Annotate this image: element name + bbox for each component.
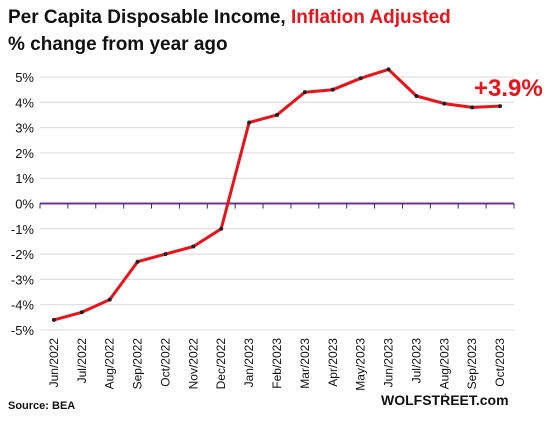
y-tick-label: 1% — [15, 171, 34, 186]
x-tick-label: · Aug/2023 — [437, 338, 451, 396]
x-tick-label: Apr/2023 — [326, 338, 340, 387]
y-tick-label: 3% — [15, 121, 34, 136]
data-point — [219, 226, 224, 231]
data-point — [275, 112, 279, 117]
y-tick-label: -3% — [11, 272, 35, 287]
data-point — [135, 259, 140, 264]
x-tick-label: Oct/2022 — [158, 338, 172, 387]
y-tick-label: 2% — [15, 146, 34, 161]
data-point — [498, 104, 503, 109]
x-tick-label: Jan/2023 — [242, 338, 256, 388]
data-point — [191, 244, 196, 249]
y-tick-label: -5% — [11, 323, 35, 338]
x-tick-label: Jul/2023 — [409, 338, 423, 384]
x-tick-label: May/2023 — [354, 338, 368, 391]
x-tick-label: Jun/2022 — [47, 338, 61, 388]
latest-value-callout: +3.9% — [474, 75, 543, 102]
data-point — [51, 317, 56, 322]
data-point — [79, 310, 84, 315]
x-tick-label: Aug/2022 — [103, 338, 117, 390]
title-part-red: Inflation Adjusted — [290, 7, 451, 28]
title-line-2: % change from year ago — [8, 34, 228, 55]
data-point — [386, 67, 391, 72]
data-point — [414, 93, 419, 98]
y-tick-label: 4% — [15, 95, 34, 110]
title-line-1: Per Capita Disposable Income, Inflation … — [8, 4, 451, 31]
title-part-black: Per Capita Disposable Income, — [8, 7, 291, 28]
data-point — [247, 120, 252, 125]
x-tick-label: Mar/2023 — [298, 338, 312, 389]
source-label: Source: BEA — [8, 400, 76, 412]
data-point — [107, 297, 112, 302]
data-point — [302, 90, 307, 95]
brand-label: WOLFSTREET.com — [381, 392, 509, 408]
data-point — [358, 76, 363, 81]
y-tick-label: -1% — [11, 222, 35, 237]
x-tick-label: Jul/2022 — [75, 338, 89, 384]
x-tick-label: Nov/2022 — [186, 338, 200, 390]
x-tick-label: Oct/2023 — [493, 338, 507, 387]
x-tick-label: Dec/2022 — [214, 338, 228, 390]
data-point — [470, 105, 475, 110]
series-line — [53, 67, 501, 322]
x-tick-label: Sep/2023 — [465, 338, 479, 390]
data-point — [442, 101, 447, 106]
x-tick-label: Feb/2023 — [270, 338, 284, 389]
chart-title: Per Capita Disposable Income, Inflation … — [8, 4, 451, 58]
y-tick-label: 5% — [15, 70, 34, 85]
y-tick-label: 0% — [15, 197, 34, 212]
y-tick-label: -2% — [11, 247, 35, 262]
x-tick-label: Sep/2022 — [131, 338, 145, 390]
y-tick-label: -4% — [11, 298, 35, 313]
data-point — [330, 87, 335, 92]
x-tick-label: Jun/2023 — [382, 338, 396, 388]
data-point — [163, 252, 168, 257]
